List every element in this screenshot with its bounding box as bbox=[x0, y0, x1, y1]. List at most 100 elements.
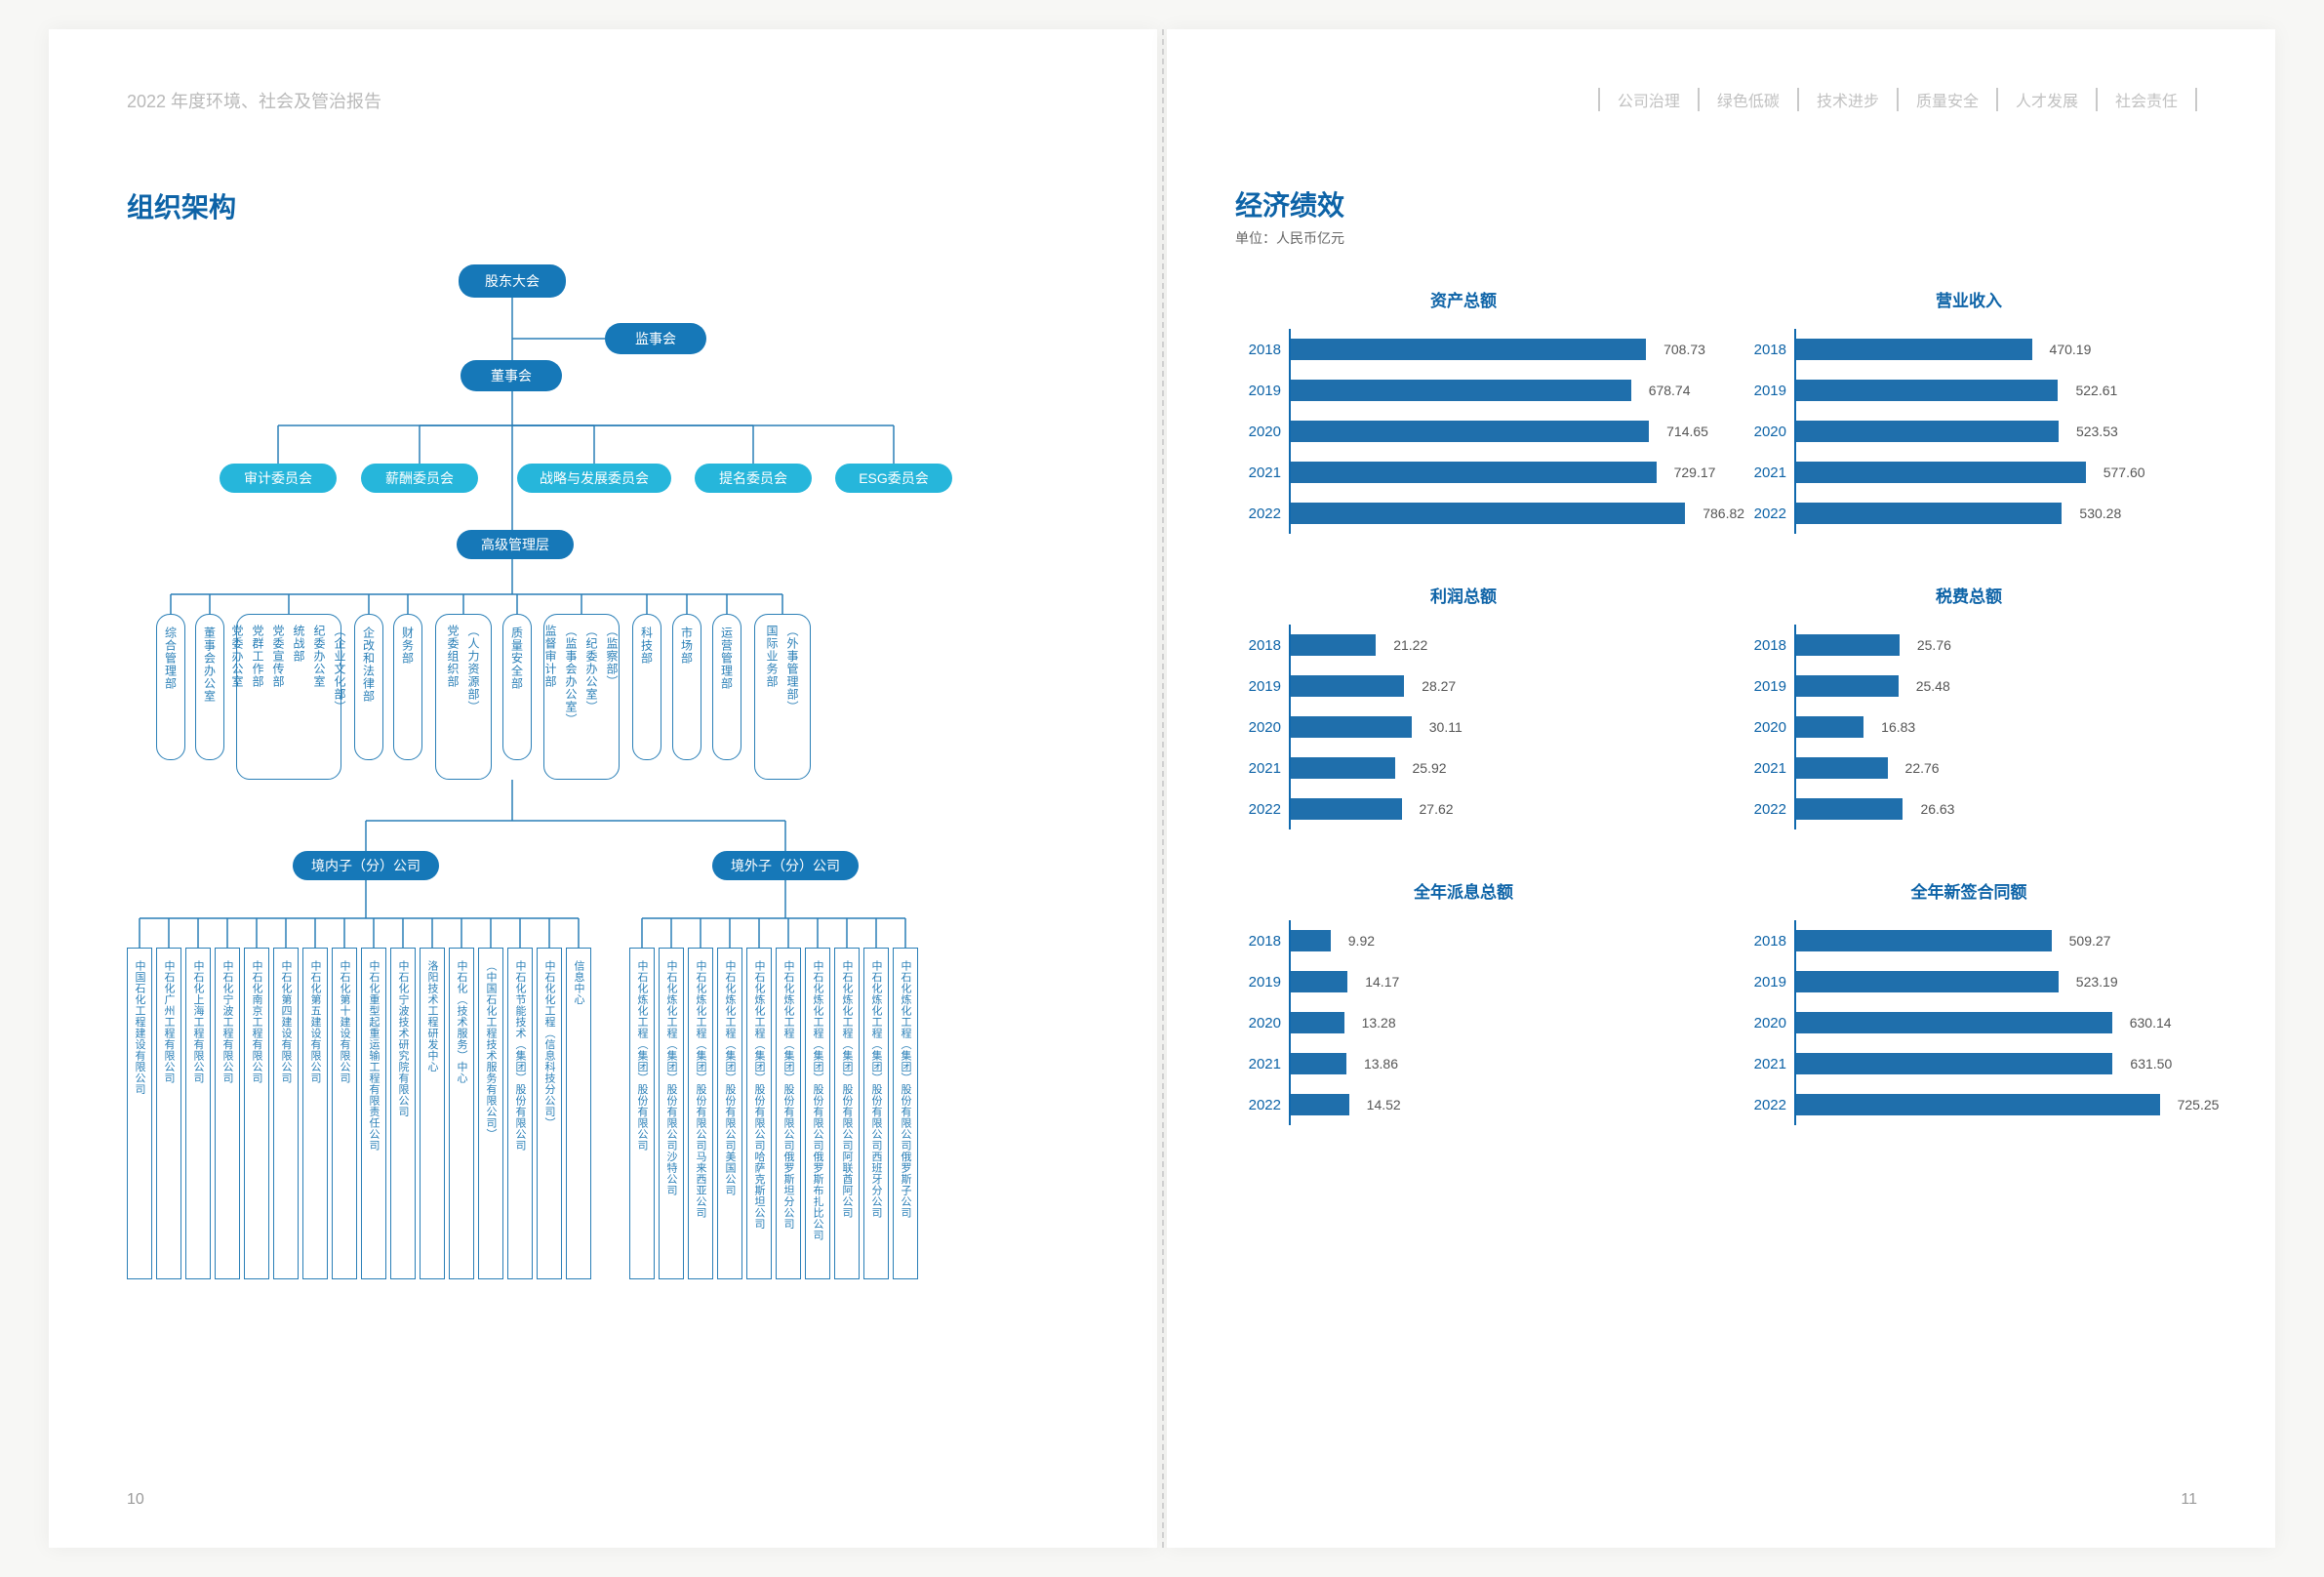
nav-item[interactable]: 质量安全 bbox=[1899, 88, 1998, 111]
bar-year: 2019 bbox=[1741, 974, 1794, 991]
chart-title: 全年新签合同额 bbox=[1741, 878, 2197, 903]
org-node-domestic: 境内子（分）公司 bbox=[293, 851, 439, 880]
sub-domestic-15: 信息中心 bbox=[566, 948, 591, 1279]
dept-d1: 综合管理部 bbox=[156, 614, 185, 760]
bar-fill bbox=[1796, 930, 2052, 951]
chart-title: 税费总额 bbox=[1741, 583, 2197, 607]
bar-year: 2020 bbox=[1741, 719, 1794, 736]
nav-item[interactable]: 人才发展 bbox=[1998, 88, 2098, 111]
bar-year: 2022 bbox=[1741, 801, 1794, 818]
bar-fill bbox=[1291, 339, 1646, 360]
bar-year: 2019 bbox=[1235, 974, 1289, 991]
org-node-audit: 审计委员会 bbox=[220, 464, 337, 493]
bar-value: 14.17 bbox=[1365, 974, 1399, 990]
org-node-supervisory: 监事会 bbox=[605, 323, 706, 354]
bar-track: 25.48 bbox=[1794, 666, 2197, 707]
bar-fill bbox=[1796, 1094, 2160, 1115]
nav-item[interactable]: 社会责任 bbox=[2098, 88, 2197, 111]
bar-value: 13.28 bbox=[1362, 1015, 1396, 1031]
bar-year: 2018 bbox=[1741, 637, 1794, 654]
bar-track: 523.53 bbox=[1794, 411, 2197, 452]
bar-year: 2018 bbox=[1235, 933, 1289, 950]
bar-fill bbox=[1796, 1053, 2112, 1074]
bar-fill bbox=[1796, 634, 1900, 656]
bar-fill bbox=[1796, 757, 1888, 779]
bar-track: 16.83 bbox=[1794, 707, 2197, 748]
bar-value: 631.50 bbox=[2130, 1056, 2172, 1072]
chart-title: 营业收入 bbox=[1741, 287, 2197, 311]
bar-track: 28.27 bbox=[1289, 666, 1692, 707]
chart-税费总额: 税费总额201825.76201925.48202016.83202122.76… bbox=[1741, 583, 2197, 829]
nav-item[interactable]: 绿色低碳 bbox=[1700, 88, 1799, 111]
bar-fill bbox=[1291, 971, 1347, 992]
sub-overseas-9: 中石化炼化工程（集团）股份有限公司俄罗斯子公司 bbox=[893, 948, 918, 1279]
dept-d4: 企改和法律部 bbox=[354, 614, 383, 760]
sub-overseas-6: 中石化炼化工程（集团）股份有限公司俄罗斯布扎比公司 bbox=[805, 948, 830, 1279]
bar-year: 2020 bbox=[1235, 424, 1289, 440]
bar-track: 26.63 bbox=[1794, 788, 2197, 829]
page-number-right: 11 bbox=[2181, 1491, 2197, 1509]
sub-domestic-6: 中石化第五建设有限公司 bbox=[302, 948, 328, 1279]
bar-value: 28.27 bbox=[1422, 678, 1456, 694]
bar-value: 577.60 bbox=[2104, 465, 2145, 480]
sub-domestic-3: 中石化宁波工程有限公司 bbox=[215, 948, 240, 1279]
bar-value: 26.63 bbox=[1920, 801, 1954, 817]
bar-track: 27.62 bbox=[1289, 788, 1692, 829]
bar-value: 786.82 bbox=[1703, 505, 1744, 521]
org-node-comp: 薪酬委员会 bbox=[361, 464, 478, 493]
bar-value: 523.19 bbox=[2076, 974, 2118, 990]
org-node-esg: ESG委员会 bbox=[835, 464, 952, 493]
bar-year: 2019 bbox=[1235, 678, 1289, 695]
sub-domestic-2: 中石化上海工程有限公司 bbox=[185, 948, 211, 1279]
chart-营业收入: 营业收入2018470.192019522.612020523.53202157… bbox=[1741, 287, 2197, 534]
dept-d5: 财务部 bbox=[393, 614, 422, 760]
sub-domestic-13: 中石化节能技术（集团）股份有限公司 bbox=[507, 948, 533, 1279]
bar-year: 2021 bbox=[1741, 1056, 1794, 1072]
bar-year: 2019 bbox=[1741, 678, 1794, 695]
chart-title: 全年派息总额 bbox=[1235, 878, 1692, 903]
unit-label: 单位：人民币亿元 bbox=[1235, 228, 2197, 248]
bar-year: 2020 bbox=[1741, 424, 1794, 440]
sub-overseas-5: 中石化炼化工程（集团）股份有限公司俄罗斯坦分公司 bbox=[776, 948, 801, 1279]
bar-year: 2018 bbox=[1741, 933, 1794, 950]
right-page: 公司治理绿色低碳技术进步质量安全人才发展社会责任 经济绩效 单位：人民币亿元 资… bbox=[1167, 29, 2275, 1548]
chart-利润总额: 利润总额201821.22201928.27202030.11202125.92… bbox=[1235, 583, 1692, 829]
bar-fill bbox=[1796, 716, 1863, 738]
org-node-overseas: 境外子（分）公司 bbox=[712, 851, 859, 880]
bar-value: 708.73 bbox=[1663, 342, 1705, 357]
org-heading: 组织架构 bbox=[127, 186, 1089, 225]
dept-d8: 监督审计部（监事会办公室）（纪委办公室）（监察部） bbox=[543, 614, 620, 780]
org-node-strat: 战略与发展委员会 bbox=[517, 464, 671, 493]
bar-fill bbox=[1291, 634, 1376, 656]
bar-track: 14.52 bbox=[1289, 1084, 1692, 1125]
bar-value: 725.25 bbox=[2178, 1097, 2220, 1112]
nav-item[interactable]: 公司治理 bbox=[1598, 88, 1700, 111]
org-node-senior: 高级管理层 bbox=[457, 530, 574, 559]
sub-domestic-8: 中石化重型起重运输工程有限责任公司 bbox=[361, 948, 386, 1279]
bar-fill bbox=[1291, 462, 1657, 483]
bar-fill bbox=[1291, 1094, 1349, 1115]
bar-year: 2020 bbox=[1235, 1015, 1289, 1031]
page-number-left: 10 bbox=[127, 1491, 144, 1509]
bar-track: 530.28 bbox=[1794, 493, 2197, 534]
dept-d7: 质量安全部 bbox=[502, 614, 532, 760]
bar-value: 678.74 bbox=[1649, 383, 1691, 398]
nav-item[interactable]: 技术进步 bbox=[1799, 88, 1899, 111]
bar-year: 2021 bbox=[1235, 1056, 1289, 1072]
bar-track: 30.11 bbox=[1289, 707, 1692, 748]
nav-bar: 公司治理绿色低碳技术进步质量安全人才发展社会责任 bbox=[1235, 88, 2197, 111]
sub-domestic-14: 中石化化工程（信息科技分公司） bbox=[537, 948, 562, 1279]
bar-fill bbox=[1291, 380, 1631, 401]
bar-year: 2022 bbox=[1741, 1097, 1794, 1113]
bar-value: 25.76 bbox=[1917, 637, 1951, 653]
bar-track: 470.19 bbox=[1794, 329, 2197, 370]
sub-overseas-4: 中石化炼化工程（集团）股份有限公司哈萨克斯坦公司 bbox=[746, 948, 772, 1279]
sub-domestic-4: 中石化南京工程有限公司 bbox=[244, 948, 269, 1279]
bar-track: 577.60 bbox=[1794, 452, 2197, 493]
chart-title: 资产总额 bbox=[1235, 287, 1692, 311]
sub-overseas-1: 中石化炼化工程（集团）股份有限公司沙特公司 bbox=[659, 948, 684, 1279]
bar-track: 729.17 bbox=[1289, 452, 1692, 493]
bar-track: 786.82 bbox=[1289, 493, 1692, 534]
bar-year: 2022 bbox=[1741, 505, 1794, 522]
bar-fill bbox=[1796, 380, 2058, 401]
